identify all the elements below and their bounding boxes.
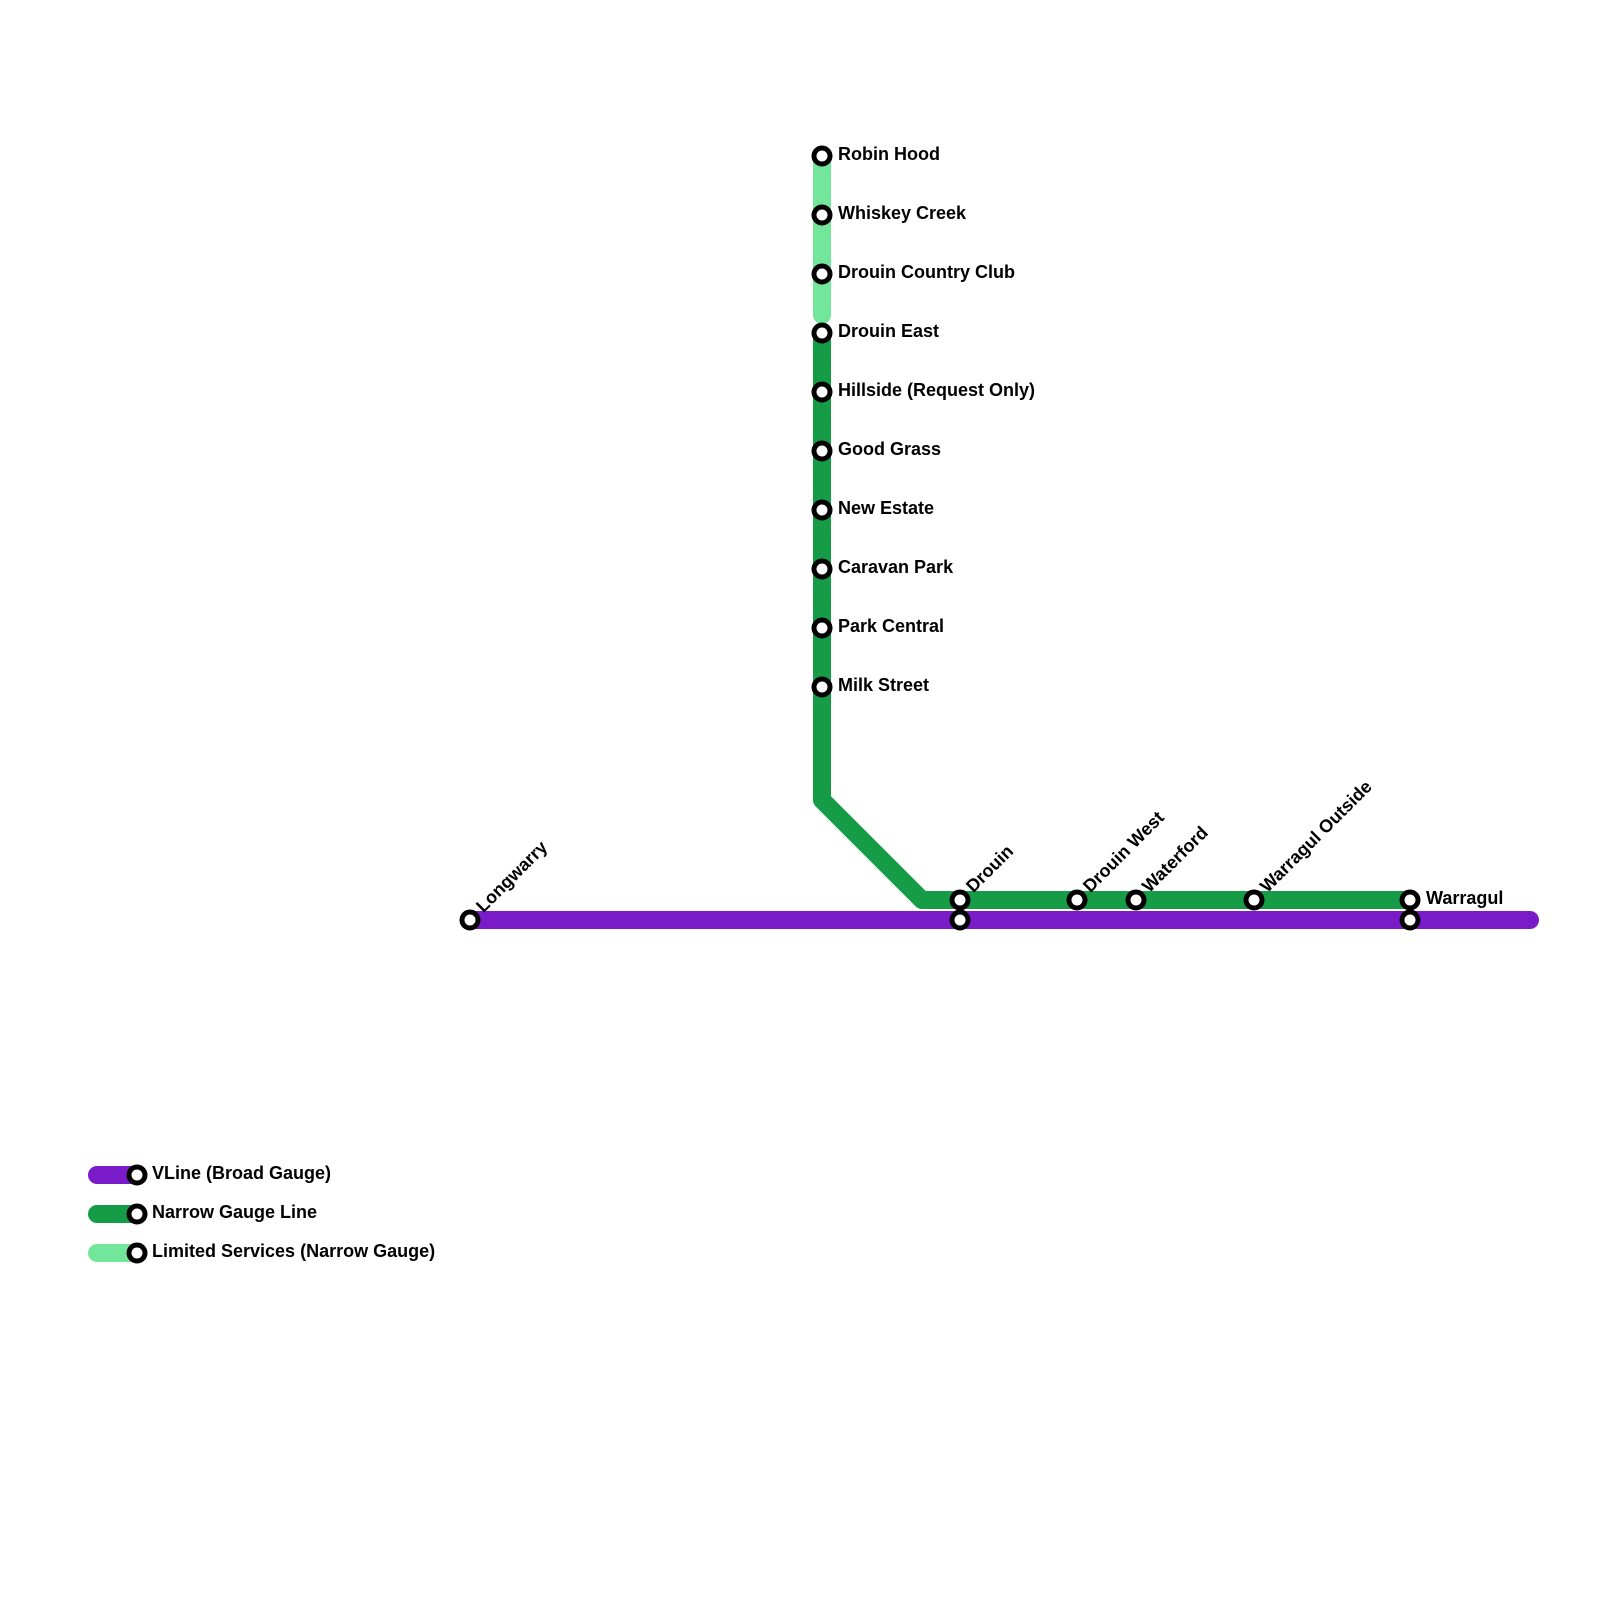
legend-station bbox=[126, 1203, 148, 1225]
station-label: Drouin East bbox=[838, 321, 939, 341]
station-label: Warragul bbox=[1426, 888, 1503, 908]
station-label: New Estate bbox=[838, 498, 934, 518]
station bbox=[1399, 889, 1421, 911]
station bbox=[459, 909, 481, 931]
station bbox=[811, 145, 833, 167]
station-label: Drouin bbox=[962, 841, 1017, 896]
station-label: Warragul Outside bbox=[1256, 776, 1376, 896]
station bbox=[811, 204, 833, 226]
legend-station bbox=[126, 1164, 148, 1186]
station bbox=[811, 499, 833, 521]
station bbox=[949, 889, 971, 911]
station bbox=[1066, 889, 1088, 911]
legend-label: Limited Services (Narrow Gauge) bbox=[152, 1241, 435, 1261]
station-label: Robin Hood bbox=[838, 144, 940, 164]
station-label: Milk Street bbox=[838, 675, 929, 695]
legend-label: VLine (Broad Gauge) bbox=[152, 1163, 331, 1183]
station bbox=[811, 558, 833, 580]
station-label: Good Grass bbox=[838, 439, 941, 459]
station-label: Whiskey Creek bbox=[838, 203, 967, 223]
station-label: Hillside (Request Only) bbox=[838, 380, 1035, 400]
station bbox=[811, 617, 833, 639]
station bbox=[811, 440, 833, 462]
station bbox=[811, 263, 833, 285]
station bbox=[1125, 889, 1147, 911]
station bbox=[811, 322, 833, 344]
station bbox=[1243, 889, 1265, 911]
station-label: Longwarry bbox=[472, 837, 551, 916]
station bbox=[949, 909, 971, 931]
station bbox=[1399, 909, 1421, 931]
legend-station bbox=[126, 1242, 148, 1264]
legend-label: Narrow Gauge Line bbox=[152, 1202, 317, 1222]
station-label: Caravan Park bbox=[838, 557, 954, 577]
station-label: Drouin Country Club bbox=[838, 262, 1015, 282]
station bbox=[811, 381, 833, 403]
stations: Robin Hood Whiskey Creek Drouin Country Cl… bbox=[459, 144, 1503, 931]
legend: VLine (Broad Gauge) Narrow Gauge Line Li… bbox=[88, 1163, 435, 1264]
station bbox=[811, 676, 833, 698]
station-label: Park Central bbox=[838, 616, 944, 636]
